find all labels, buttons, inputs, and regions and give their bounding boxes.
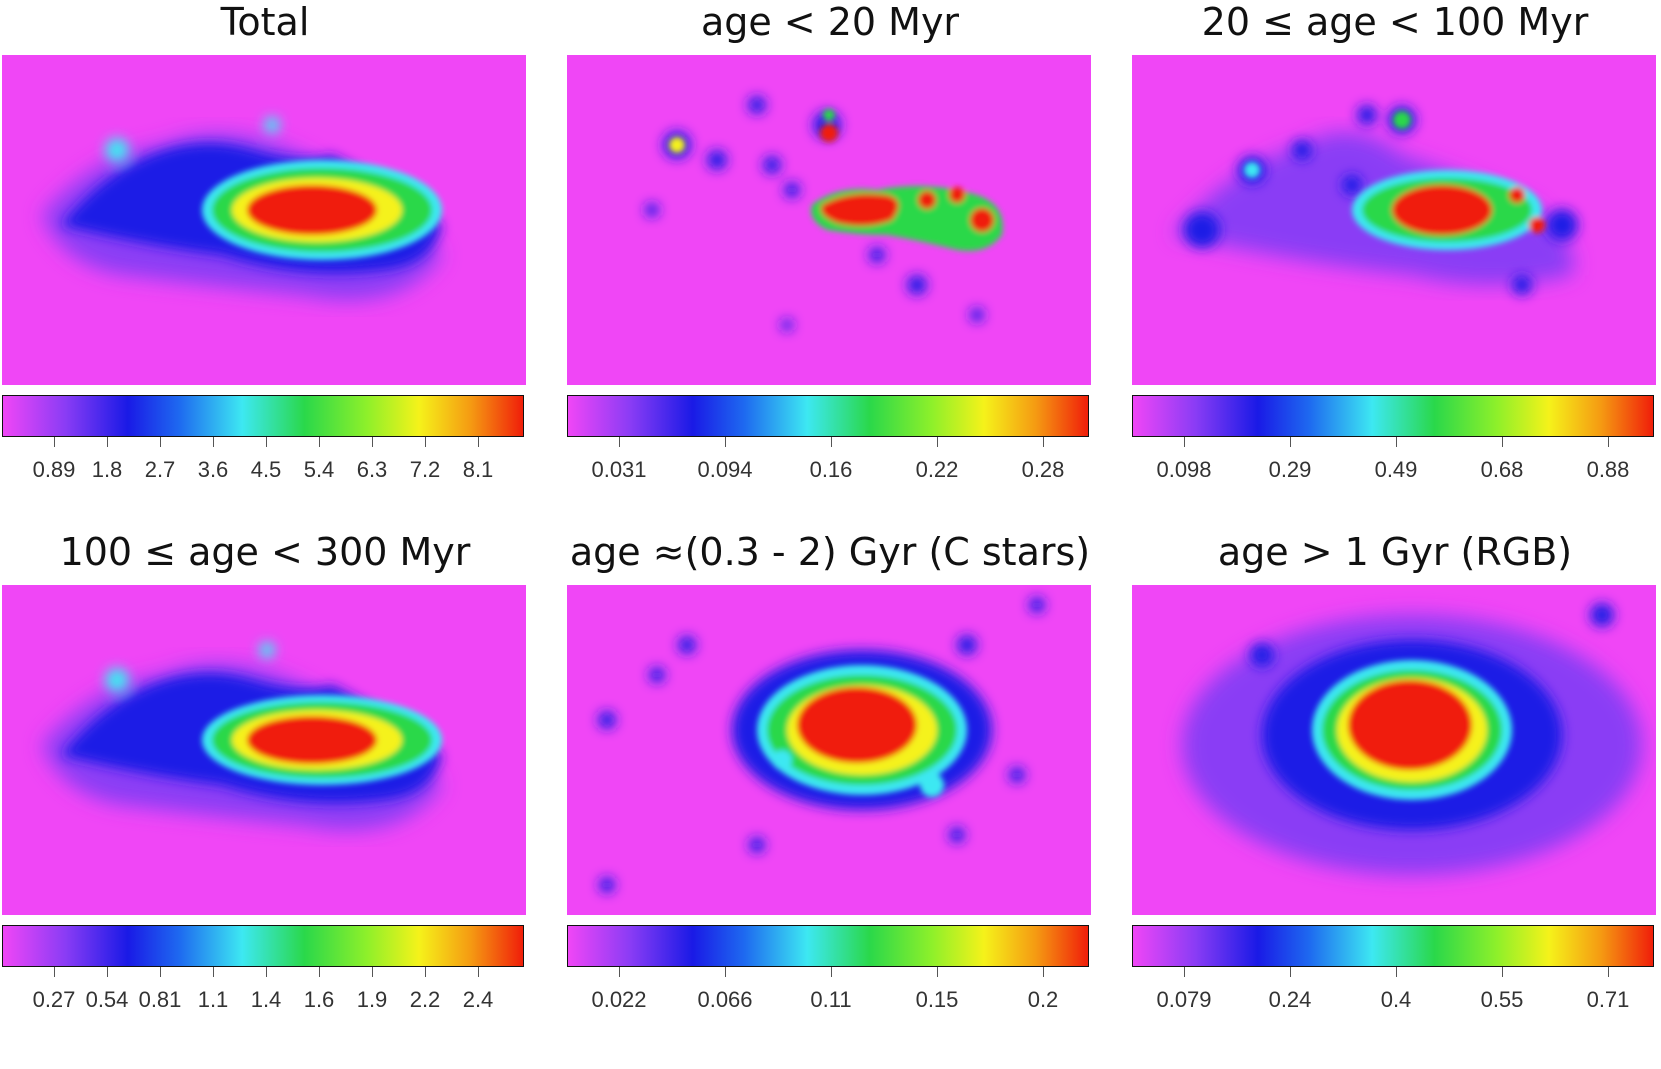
tick-label: 7.2 [409, 457, 441, 482]
panel-total: Total 0.89 1.8 2.7 3.6 4.5 5.4 6.3 [0, 0, 530, 520]
panel-age-100-300: 100 ≤ age < 300 Myr 0.27 0.54 0.81 1.1 1… [0, 530, 530, 1050]
panel-c-stars: age ≈(0.3 - 2) Gyr (C stars) [565, 530, 1095, 1050]
tick-label: 0.094 [697, 457, 753, 482]
colorbar [2, 925, 524, 967]
panel-title: age ≈(0.3 - 2) Gyr (C stars) [569, 530, 1091, 574]
panel-age-lt-20: age < 20 Myr [565, 0, 1095, 520]
tick-label: 0.27 [32, 987, 76, 1012]
colorbar-ticks: 0.079 0.24 0.4 0.55 0.71 [1132, 967, 1654, 1022]
tick-label: 0.54 [85, 987, 129, 1012]
colorbar [567, 925, 1089, 967]
tick-label: 0.81 [138, 987, 182, 1012]
density-map [567, 585, 1091, 915]
panel-title: age > 1 Gyr (RGB) [1217, 530, 1573, 574]
tick-label: 0.2 [1027, 987, 1059, 1012]
tick-label: 0.098 [1156, 457, 1212, 482]
panel-age-20-100: 20 ≤ age < 100 Myr [1130, 0, 1660, 520]
tick-label: 0.031 [591, 457, 647, 482]
tick-label: 0.16 [809, 457, 853, 482]
tick-label: 5.4 [303, 457, 335, 482]
tick-label: 8.1 [462, 457, 494, 482]
density-map [1132, 55, 1656, 385]
tick-label: 1.6 [303, 987, 335, 1012]
tick-label: 6.3 [356, 457, 388, 482]
tick-label: 1.4 [250, 987, 282, 1012]
colorbar-ticks: 0.098 0.29 0.49 0.68 0.88 [1132, 437, 1654, 492]
tick-label: 1.9 [356, 987, 388, 1012]
tick-label: 0.71 [1586, 987, 1630, 1012]
colorbar-ticks: 0.022 0.066 0.11 0.15 0.2 [567, 967, 1089, 1022]
tick-label: 0.68 [1480, 457, 1524, 482]
density-map [2, 585, 526, 915]
tick-label: 0.28 [1021, 457, 1065, 482]
colorbar [2, 395, 524, 437]
colorbar-ticks: 0.27 0.54 0.81 1.1 1.4 1.6 1.9 2.2 2.4 [2, 967, 524, 1022]
tick-label: 1.8 [91, 457, 123, 482]
tick-label: 1.1 [197, 987, 229, 1012]
tick-label: 2.7 [144, 457, 176, 482]
tick-label: 3.6 [197, 457, 229, 482]
density-map [2, 55, 526, 385]
tick-label: 0.88 [1586, 457, 1630, 482]
tick-label: 0.022 [591, 987, 647, 1012]
tick-label: 0.89 [32, 457, 76, 482]
density-map [567, 55, 1091, 385]
colorbar-ticks: 0.031 0.094 0.16 0.22 0.28 [567, 437, 1089, 492]
tick-label: 0.079 [1156, 987, 1212, 1012]
tick-label: 0.4 [1380, 987, 1412, 1012]
panel-title: age < 20 Myr [700, 0, 960, 44]
panel-title: Total [220, 0, 310, 44]
tick-label: 2.4 [462, 987, 494, 1012]
tick-label: 2.2 [409, 987, 441, 1012]
tick-label: 0.066 [697, 987, 753, 1012]
tick-label: 0.55 [1480, 987, 1524, 1012]
density-map [1132, 585, 1656, 915]
tick-label: 0.24 [1268, 987, 1312, 1012]
colorbar [1132, 395, 1654, 437]
panel-rgb: age > 1 Gyr (RGB) 0.079 0.24 0.4 0.55 0.… [1130, 530, 1660, 1050]
panel-title: 100 ≤ age < 300 Myr [59, 530, 471, 574]
tick-label: 0.11 [810, 987, 852, 1012]
tick-label: 0.49 [1374, 457, 1418, 482]
colorbar [567, 395, 1089, 437]
tick-label: 0.29 [1268, 457, 1312, 482]
tick-label: 4.5 [250, 457, 282, 482]
colorbar [1132, 925, 1654, 967]
tick-label: 0.15 [915, 987, 959, 1012]
panel-title: 20 ≤ age < 100 Myr [1201, 0, 1589, 44]
tick-label: 0.22 [915, 457, 959, 482]
colorbar-ticks: 0.89 1.8 2.7 3.6 4.5 5.4 6.3 7.2 8.1 [2, 437, 524, 492]
